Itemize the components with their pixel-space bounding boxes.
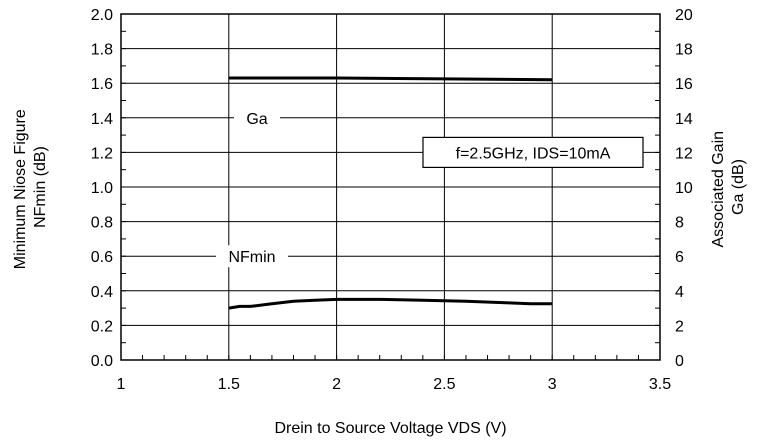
- y-right-tick-label: 0: [675, 353, 684, 370]
- y-right-tick-label: 14: [675, 111, 693, 128]
- annotation-text: f=2.5GHz, IDS=10mA: [456, 145, 611, 162]
- y-right-tick-label: 18: [675, 42, 693, 59]
- y-left-tick-labels: 0.0 0.2 0.4 0.6 0.8 1.0 1.2 1.4 1.6 1.8 2.0: [91, 7, 113, 370]
- series-label-nfmin-bg: [216, 245, 288, 268]
- y-right-tick-label: 20: [675, 7, 693, 24]
- x-tick-label: 1.5: [218, 376, 240, 393]
- y-right-tick-label: 12: [675, 145, 693, 162]
- y-left-tick-label: 0.2: [91, 318, 113, 335]
- y-right-tick-labels: 0 2 4 6 8 10 12 14 16 18 20: [675, 7, 693, 370]
- y-right-tick-label: 6: [675, 249, 684, 266]
- y-right-axis-title-line1: Associated Gain: [710, 131, 727, 248]
- y-left-tick-label: 0.0: [91, 353, 113, 370]
- y-left-tick-label: 1.4: [91, 111, 113, 128]
- series-labels: Ga NFmin: [216, 106, 288, 268]
- series-label-ga-bg: [234, 106, 280, 129]
- y-left-tick-label: 0.4: [91, 284, 113, 301]
- y-left-axis-title: Minimum Niose Figure NFmin (dB): [12, 105, 49, 270]
- y-right-tick-label: 10: [675, 180, 693, 197]
- y-left-tick-label: 1.6: [91, 76, 113, 93]
- x-tick-labels: 1 1.5 2 2.5 3 3.5: [117, 376, 672, 393]
- y-left-tick-label: 2.0: [91, 7, 113, 24]
- x-tick-label: 2: [332, 376, 341, 393]
- y-right-tick-label: 8: [675, 215, 684, 232]
- series-label-ga: Ga: [246, 111, 267, 128]
- series-line-nfmin: [228, 297, 553, 310]
- y-right-axis-title: Associated Gain Ga (dB): [710, 127, 747, 248]
- series-label-nfmin: NFmin: [228, 249, 275, 266]
- y-right-axis-title-line2: Ga (dB): [730, 159, 747, 215]
- grid-lines: [121, 14, 660, 360]
- y-right-tick-label: 16: [675, 76, 693, 93]
- x-tick-label: 3.5: [649, 376, 671, 393]
- series-layer: [228, 76, 553, 310]
- x-axis-title: Drein to Source Voltage VDS (V): [274, 420, 506, 437]
- y-right-tick-label: 4: [675, 284, 684, 301]
- annotation-frame: [422, 136, 644, 168]
- x-tick-label: 2.5: [433, 376, 455, 393]
- y-left-tick-label: 0.8: [91, 215, 113, 232]
- x-tick-label: 3: [548, 376, 557, 393]
- y-left-tick-label: 0.6: [91, 249, 113, 266]
- series-line-ga: [228, 76, 553, 82]
- y-left-axis-title-line2: NFmin (dB): [32, 146, 49, 228]
- y-left-tick-label: 1.2: [91, 145, 113, 162]
- y-left-tick-label: 1.8: [91, 42, 113, 59]
- y-left-axis-title-line1: Minimum Niose Figure: [12, 109, 29, 269]
- plot-area-frame: [120, 13, 661, 361]
- x-tick-label: 1: [117, 376, 126, 393]
- annotation-box: f=2.5GHz, IDS=10mA: [422, 136, 644, 168]
- y-right-tick-label: 2: [675, 318, 684, 335]
- y-left-tick-label: 1.0: [91, 180, 113, 197]
